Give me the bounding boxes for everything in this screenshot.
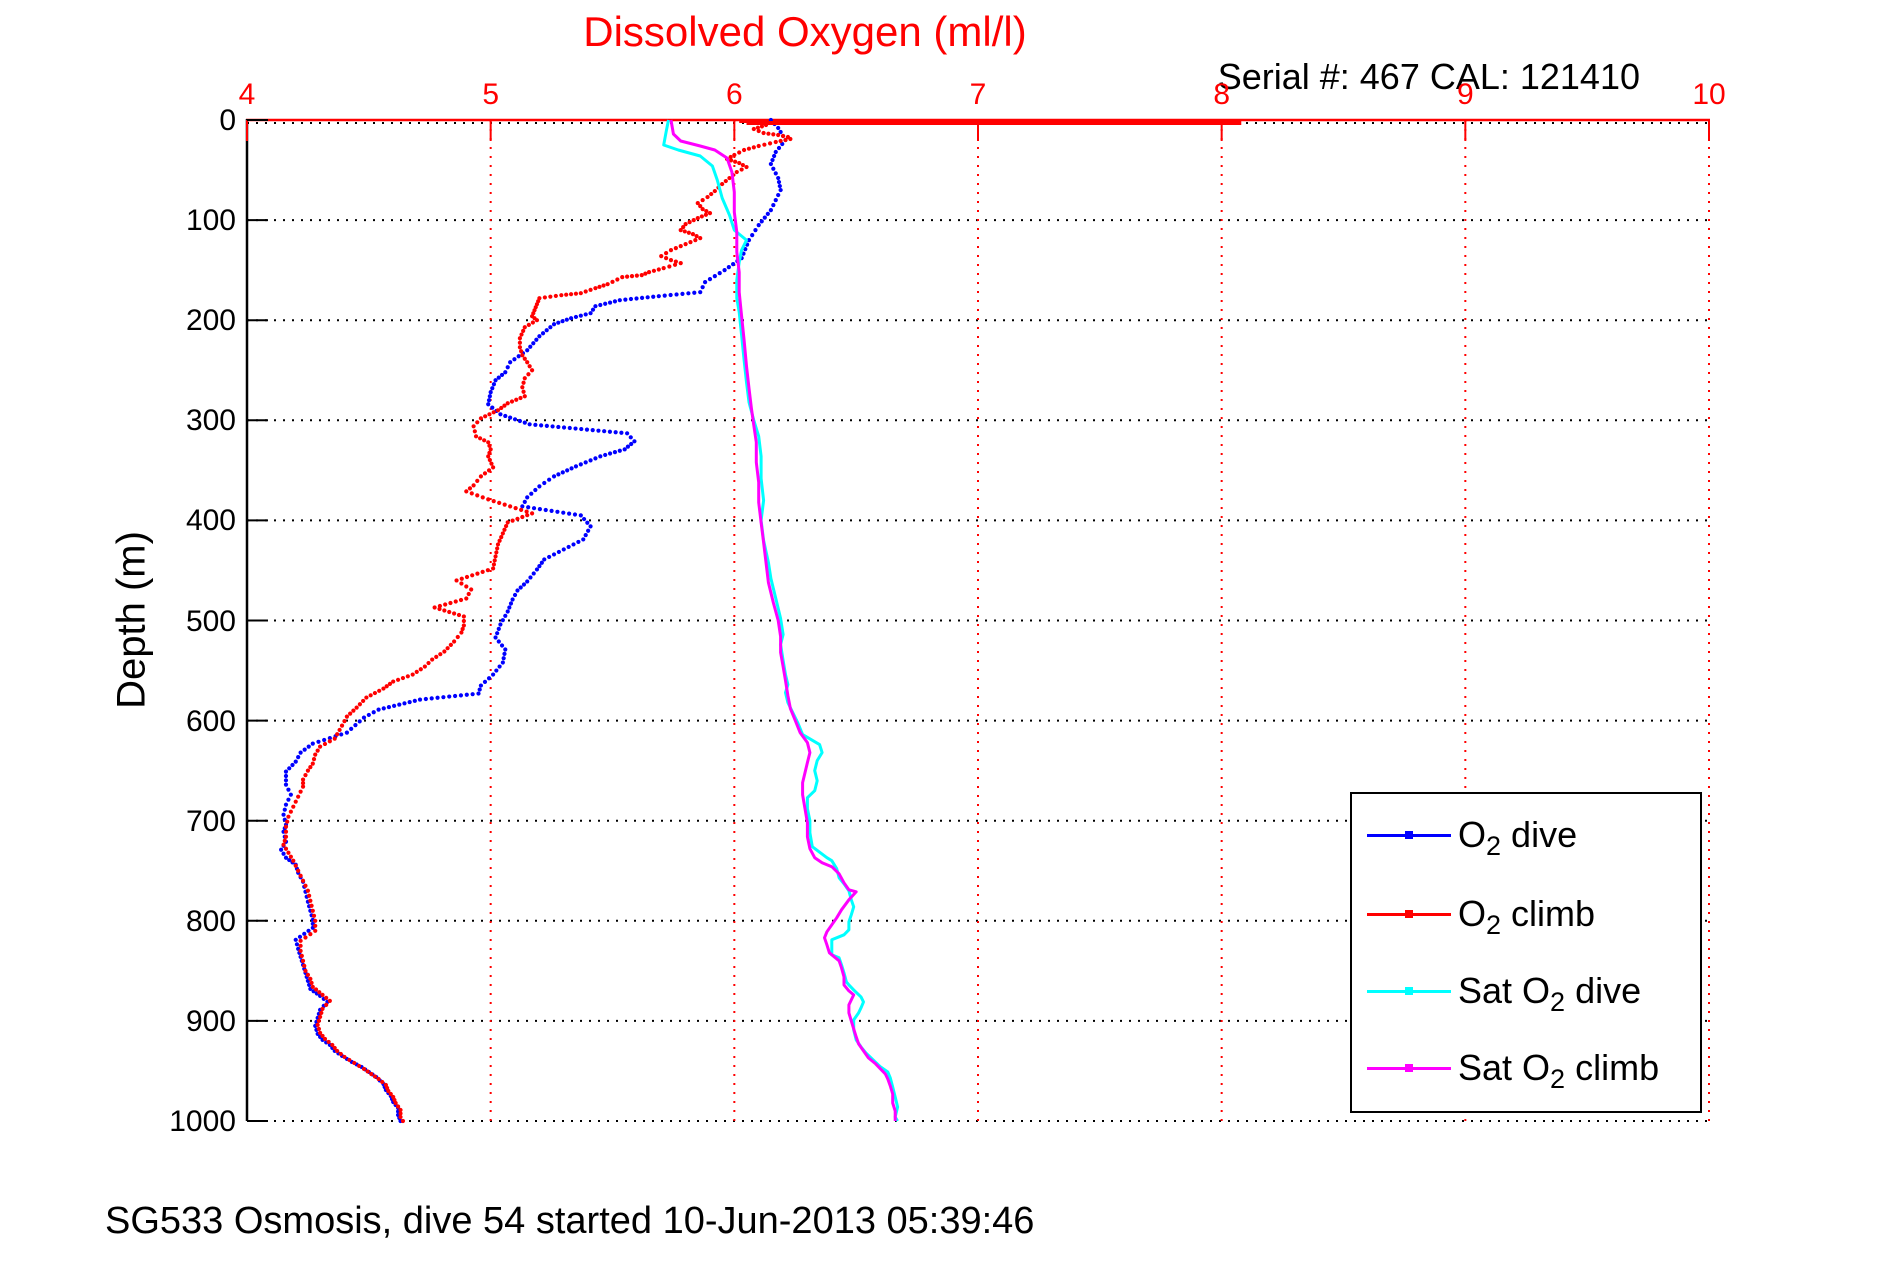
series-o2-climb [281,122,793,1124]
y-tick-label: 500 [185,604,236,638]
y-tick-label: 300 [185,404,236,438]
serial-cal-label: Serial #: 467 CAL: 121410 [1217,56,1640,97]
y-tick-label: 200 [185,304,236,338]
legend-item-o2-dive: O2 dive [1352,813,1700,861]
legend-item-sat-o2-climb: Sat O2 climb [1352,1046,1700,1094]
legend-item-o2-climb: O2 climb [1352,892,1700,940]
x-tick-label: 6 [725,78,743,111]
series-sat-o2-dive [662,119,900,1122]
chart-title: Dissolved Oxygen (ml/l) [583,8,1027,55]
legend-marker [1405,1064,1413,1072]
legend-marker [1405,987,1413,995]
legend-label: Sat O2 climb [1458,1047,1660,1095]
legend-marker [1405,831,1413,839]
legend-label: O2 climb [1458,893,1596,941]
x-tick-label: 9 [1456,78,1474,111]
x-tick-label: 4 [238,78,256,111]
legend-marker [1405,910,1413,918]
y-tick-label: 800 [185,904,236,938]
x-tick-label: 8 [1213,78,1230,111]
y-tick-label: 600 [185,704,236,738]
y-tick-label: 1000 [169,1105,236,1138]
x-tick-label: 7 [969,78,987,111]
y-tick-label: 700 [185,804,236,838]
series-sat-o2-climb [669,119,897,1121]
legend-label: Sat O2 dive [1458,970,1642,1018]
y-tick-label: 0 [219,104,236,137]
x-tick-label: 10 [1692,78,1726,111]
legend: O2 dive O2 climb Sat O2 dive Sat O2 climb [1350,792,1702,1113]
dive-caption: SG533 Osmosis, dive 54 started 10-Jun-20… [105,1200,1035,1242]
x-tick-label: 5 [482,78,499,111]
legend-item-sat-o2-dive: Sat O2 dive [1352,969,1700,1017]
y-tick-label: 100 [185,204,236,238]
legend-label: O2 dive [1458,814,1578,862]
y-tick-label: 900 [185,1004,236,1038]
y-tick-label: 400 [185,504,236,538]
